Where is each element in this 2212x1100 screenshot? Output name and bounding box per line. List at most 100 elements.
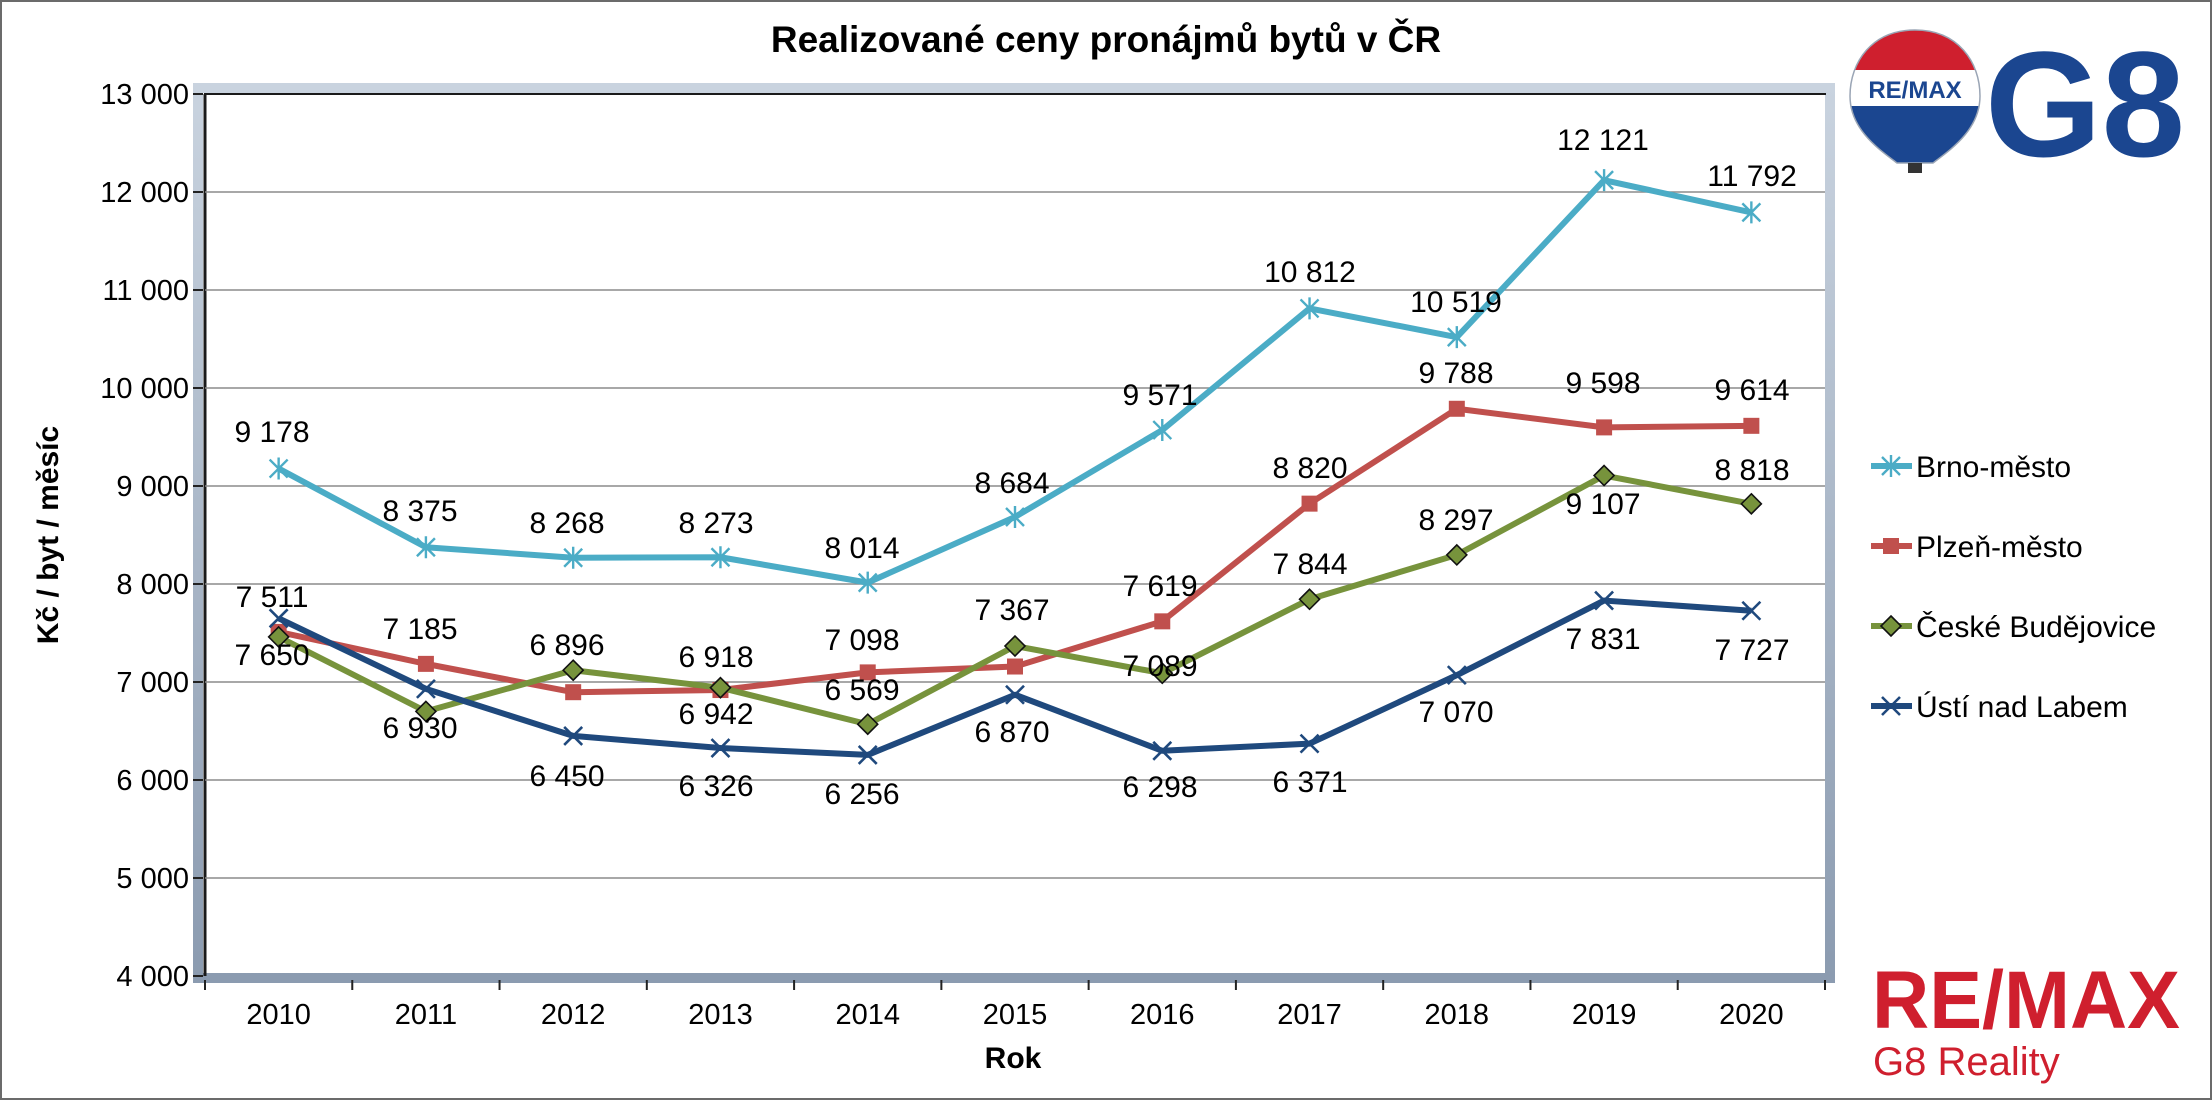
data-point [1298, 588, 1321, 611]
remax-wordmark: RE/MAX [1872, 955, 2180, 1046]
legend-marker [1881, 696, 1901, 716]
data-point [1446, 665, 1467, 686]
data-point [565, 684, 582, 701]
data-label: 7 098 [824, 624, 899, 657]
data-label: 8 268 [529, 507, 604, 540]
data-label: 9 107 [1565, 488, 1640, 521]
data-label: 6 896 [529, 629, 604, 662]
data-point [859, 664, 876, 681]
data-label: 8 014 [824, 532, 899, 565]
data-label: 9 571 [1122, 379, 1197, 412]
data-label: 7 619 [1122, 570, 1197, 603]
data-label: 8 273 [678, 507, 753, 540]
data-point [1301, 495, 1318, 512]
data-point [1594, 590, 1615, 611]
g8-logo-text: G8 [1985, 20, 2185, 188]
data-point [563, 546, 584, 569]
data-point [1594, 169, 1614, 192]
data-label: 6 450 [529, 760, 604, 793]
data-label: 6 371 [1272, 766, 1347, 799]
data-point [1741, 600, 1762, 621]
data-point [1445, 543, 1468, 567]
legend-entry: Brno-město [1916, 451, 2071, 484]
legend: Brno-město Plzeň-město České Budějovice Úst… [1871, 451, 2156, 724]
x-axis-ticks: 2010 2011 2012 2013 2014 2015 2016 2017 2018 2019… [204, 980, 1826, 1031]
data-point [857, 744, 878, 765]
data-point [267, 625, 290, 649]
data-label: 7 650 [234, 639, 309, 672]
data-label: 9 614 [1714, 374, 1789, 407]
data-point [1592, 464, 1616, 487]
data-point [1740, 492, 1763, 515]
y-tick-label: 5 000 [116, 863, 189, 895]
data-point [710, 546, 731, 569]
data-label: 6 256 [824, 778, 899, 811]
series-lines [267, 169, 1763, 765]
legend-marker [1879, 614, 1903, 638]
data-label: 8 297 [1418, 504, 1493, 537]
x-tick-label: 2015 [983, 999, 1048, 1031]
legend-entry: České Budějovice [1916, 610, 2156, 644]
data-label: 9 178 [234, 416, 309, 449]
y-tick-label: 12 000 [100, 177, 189, 209]
data-point [1446, 326, 1467, 349]
chart-title: Realizované ceny pronájmů bytů v ČR [771, 18, 1441, 60]
data-point [1005, 684, 1025, 705]
data-point [268, 457, 289, 480]
data-point [1448, 400, 1465, 417]
plot-frame [193, 83, 1835, 983]
data-label: 6 326 [678, 770, 753, 803]
x-tick-label: 2011 [395, 999, 457, 1031]
legend-marker [1881, 455, 1901, 477]
data-point [1151, 662, 1174, 685]
data-point [562, 659, 585, 682]
data-point [1152, 419, 1173, 442]
y-tick-label: 13 000 [100, 79, 189, 111]
data-point [710, 738, 731, 758]
data-point [709, 676, 732, 699]
remax-subtitle: G8 Reality [1873, 1040, 2060, 1084]
x-tick-label: 2012 [541, 999, 606, 1031]
remax-balloon-logo: RE/MAX [1849, 29, 1981, 173]
y-tick-label: 8 000 [116, 569, 189, 601]
data-label: 7 070 [1418, 696, 1493, 729]
data-label: 6 918 [678, 641, 753, 674]
data-label: 9 598 [1565, 367, 1640, 400]
x-tick-label: 2019 [1572, 999, 1637, 1031]
x-axis-title: Rok [985, 1042, 1042, 1075]
data-label: 6 930 [382, 712, 457, 745]
x-tick-label: 2010 [246, 999, 311, 1031]
data-point [268, 608, 289, 629]
data-point [1743, 417, 1760, 434]
data-label: 12 121 [1557, 124, 1649, 157]
x-tick-label: 2020 [1719, 999, 1784, 1031]
y-tick-label: 9 000 [116, 471, 189, 503]
data-point [1741, 201, 1762, 224]
data-point [1299, 733, 1320, 754]
data-point [416, 536, 436, 559]
legend-marker [1883, 538, 1899, 554]
data-label: 9 788 [1418, 357, 1493, 390]
x-tick-label: 2017 [1277, 999, 1342, 1031]
y-axis-ticks: 4 000 5 000 6 000 7 000 8 000 9 000 10 000 11 0… [100, 79, 203, 993]
data-point [1007, 658, 1023, 675]
y-axis-title: Kč / byt / měsíc [32, 426, 65, 644]
legend-entry: Plzeň-město [1916, 531, 2083, 564]
x-tick-label: 2018 [1425, 999, 1490, 1031]
data-label: 7 511 [236, 581, 309, 614]
data-point [1005, 505, 1025, 528]
data-point [1596, 419, 1613, 436]
data-label: 8 820 [1272, 452, 1347, 485]
data-label: 7 727 [1714, 634, 1789, 667]
data-point [1299, 297, 1320, 320]
data-label: 11 792 [1707, 160, 1797, 193]
data-label: 6 298 [1122, 771, 1197, 804]
legend-entry: Ústí nad Labem [1916, 691, 2128, 724]
x-tick-label: 2013 [688, 999, 753, 1031]
data-point [857, 571, 878, 594]
data-label: 7 367 [974, 594, 1049, 627]
data-point [563, 725, 584, 746]
